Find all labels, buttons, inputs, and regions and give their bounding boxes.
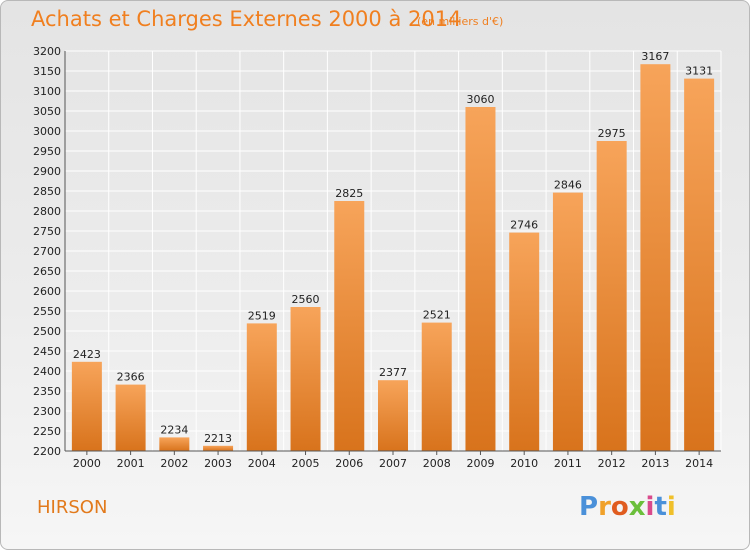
bar bbox=[334, 201, 365, 451]
bar-value-label: 2825 bbox=[335, 187, 363, 200]
logo-letter: x bbox=[628, 492, 646, 522]
x-tick-label: 2003 bbox=[204, 457, 232, 470]
town-name: HIRSON bbox=[37, 497, 108, 518]
logo-letter: i bbox=[645, 492, 655, 522]
logo-letter: r bbox=[598, 492, 611, 522]
bar bbox=[71, 361, 102, 451]
y-tick-label: 3050 bbox=[33, 105, 61, 118]
y-tick-label: 3200 bbox=[33, 45, 61, 58]
x-tick-label: 2005 bbox=[292, 457, 320, 470]
bar bbox=[465, 107, 496, 451]
bar bbox=[596, 141, 627, 451]
y-tick-label: 3100 bbox=[33, 85, 61, 98]
y-tick-label: 3000 bbox=[33, 125, 61, 138]
chart-title: Achats et Charges Externes 2000 à 2014 bbox=[31, 7, 462, 31]
y-tick-label: 2750 bbox=[33, 225, 61, 238]
x-tick-label: 2004 bbox=[248, 457, 276, 470]
x-tick-label: 2001 bbox=[117, 457, 145, 470]
bar bbox=[552, 192, 583, 451]
y-tick-label: 2300 bbox=[33, 405, 61, 418]
x-tick-label: 2008 bbox=[423, 457, 451, 470]
x-tick-label: 2000 bbox=[73, 457, 101, 470]
bar-value-label: 2746 bbox=[510, 219, 538, 232]
bar bbox=[159, 437, 190, 451]
logo-letter: o bbox=[610, 492, 629, 522]
bar-value-label: 2234 bbox=[160, 423, 188, 436]
bar bbox=[203, 445, 234, 451]
bar-value-label: 2846 bbox=[554, 179, 582, 192]
y-tick-label: 2950 bbox=[33, 145, 61, 158]
y-tick-label: 2700 bbox=[33, 245, 61, 258]
bar bbox=[290, 307, 321, 451]
y-tick-label: 2450 bbox=[33, 345, 61, 358]
y-tick-label: 2800 bbox=[33, 205, 61, 218]
bar bbox=[378, 380, 408, 451]
bar bbox=[115, 384, 146, 451]
y-tick-label: 2550 bbox=[33, 305, 61, 318]
y-tick-label: 2200 bbox=[33, 445, 61, 458]
logo-letter: t bbox=[654, 492, 667, 522]
y-tick-label: 2650 bbox=[33, 265, 61, 278]
x-tick-label: 2013 bbox=[641, 457, 669, 470]
x-tick-label: 2010 bbox=[510, 457, 538, 470]
bar-value-label: 2377 bbox=[379, 366, 407, 379]
y-tick-label: 2900 bbox=[33, 165, 61, 178]
bar-value-label: 2519 bbox=[248, 309, 276, 322]
y-tick-label: 2850 bbox=[33, 185, 61, 198]
bar bbox=[246, 323, 277, 451]
x-tick-label: 2011 bbox=[554, 457, 582, 470]
bar-value-label: 3060 bbox=[466, 93, 494, 106]
y-tick-label: 2400 bbox=[33, 365, 61, 378]
chart-subtitle: (en milliers d'€) bbox=[417, 15, 504, 28]
x-tick-label: 2014 bbox=[685, 457, 713, 470]
x-tick-label: 2006 bbox=[335, 457, 363, 470]
y-tick-label: 2600 bbox=[33, 285, 61, 298]
y-tick-label: 2500 bbox=[33, 325, 61, 338]
x-tick-label: 2012 bbox=[598, 457, 626, 470]
bar-value-label: 2560 bbox=[292, 293, 320, 306]
bar-value-label: 2521 bbox=[423, 309, 451, 322]
x-tick-label: 2007 bbox=[379, 457, 407, 470]
bar bbox=[640, 64, 671, 451]
logo-letter: i bbox=[666, 492, 676, 522]
bar-value-label: 2366 bbox=[117, 371, 145, 384]
bar-value-label: 3167 bbox=[641, 50, 669, 63]
bar bbox=[421, 322, 452, 451]
x-tick-label: 2002 bbox=[160, 457, 188, 470]
y-tick-label: 2250 bbox=[33, 425, 61, 438]
y-tick-label: 3150 bbox=[33, 65, 61, 78]
bar-value-label: 2213 bbox=[204, 432, 232, 445]
bar-value-label: 2423 bbox=[73, 348, 101, 361]
y-tick-label: 2350 bbox=[33, 385, 61, 398]
bar bbox=[684, 78, 715, 451]
bar-value-label: 3131 bbox=[685, 65, 713, 78]
x-tick-label: 2009 bbox=[466, 457, 494, 470]
bar bbox=[509, 232, 540, 451]
logo-letter: P bbox=[579, 492, 599, 522]
proxiti-logo: Proxiti bbox=[579, 492, 676, 522]
bar-value-label: 2975 bbox=[598, 127, 626, 140]
